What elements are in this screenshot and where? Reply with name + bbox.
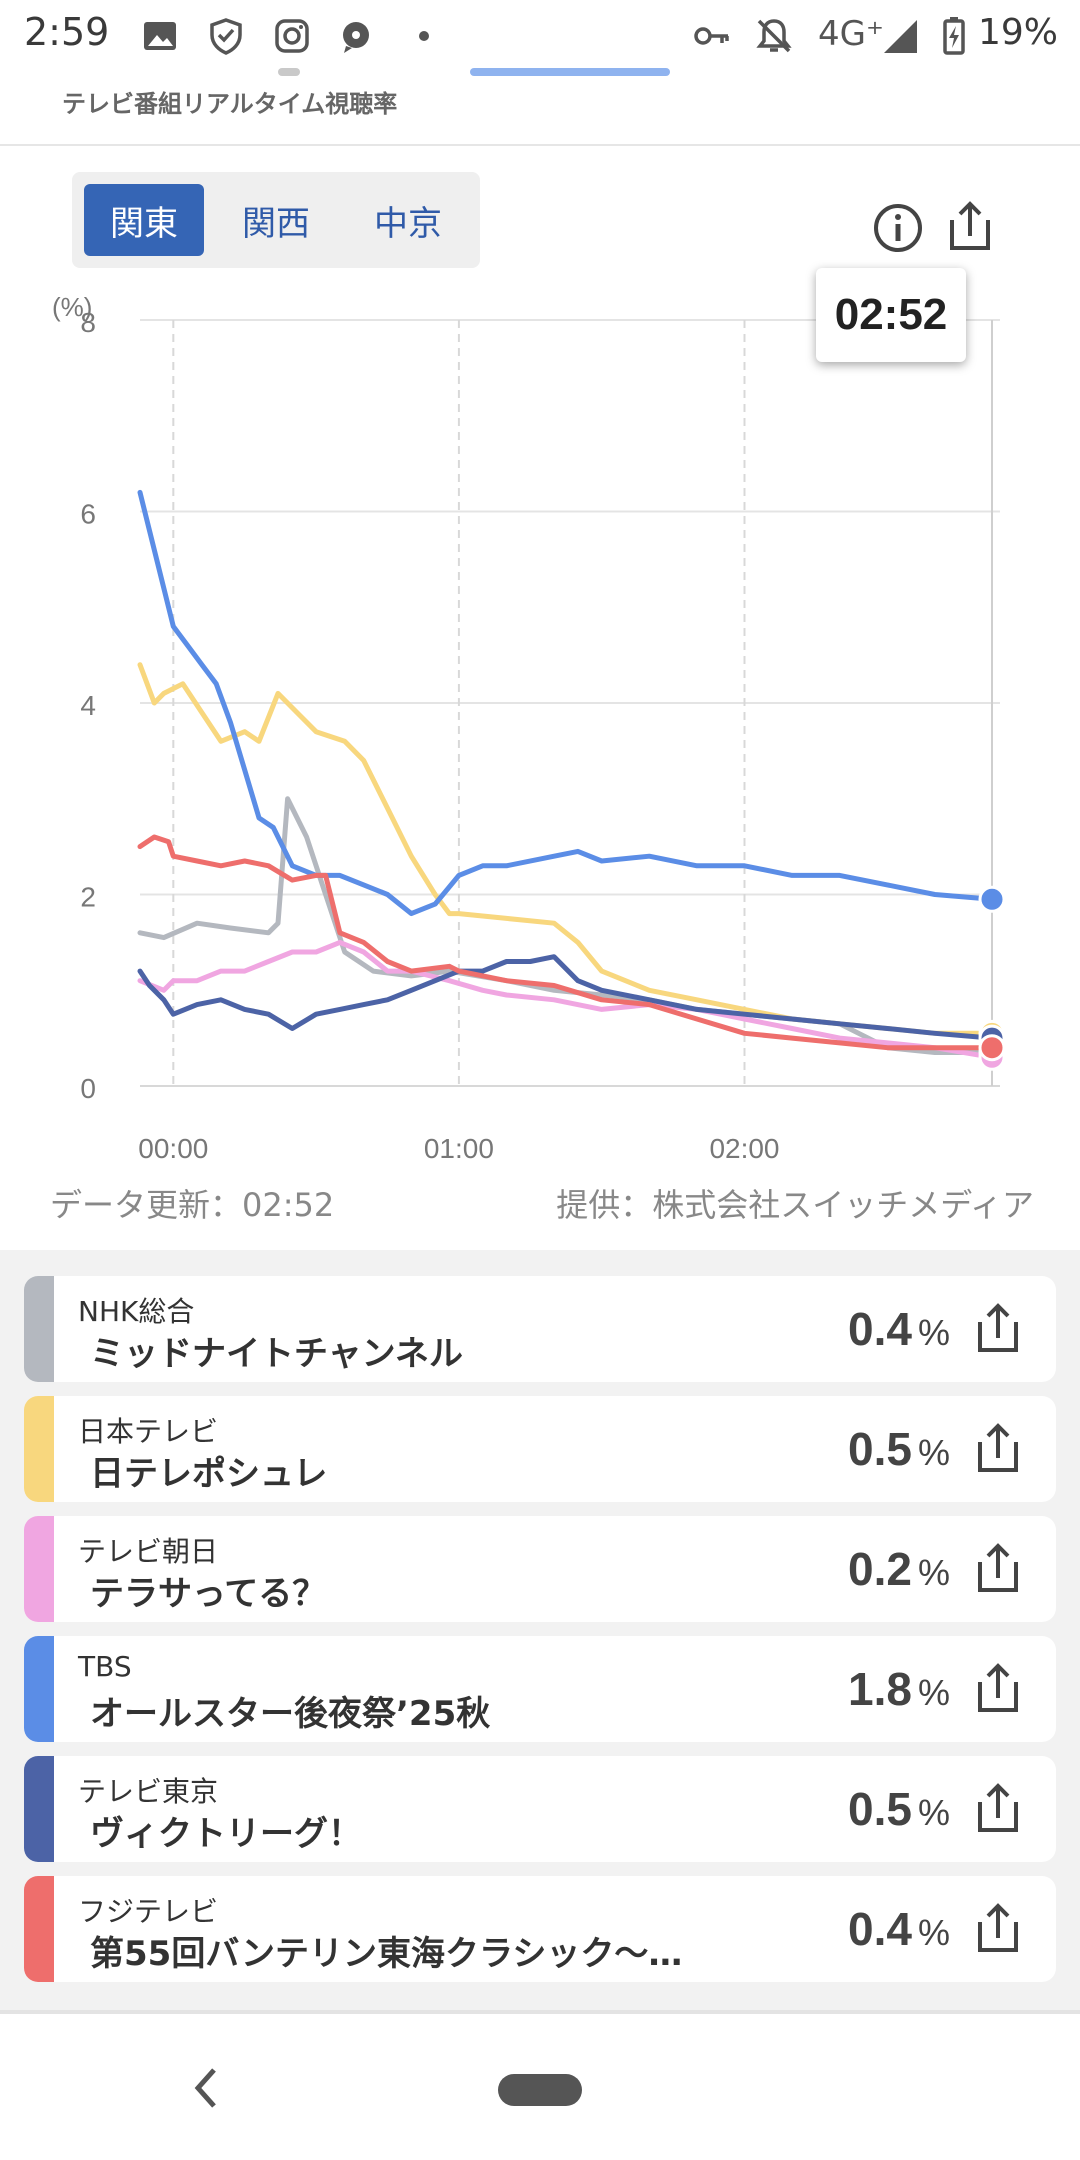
- y-tick-label: 6: [80, 499, 96, 530]
- back-chevron-icon[interactable]: [186, 2058, 226, 2118]
- channel-name: テレビ東京: [78, 1775, 219, 1808]
- y-tick-label: 4: [80, 690, 96, 721]
- status-bar: 2:59 4G⁺ 19%: [0, 0, 1080, 72]
- tab-chukyo[interactable]: 中京: [374, 203, 442, 244]
- program-name: 日テレポシュレ: [90, 1454, 328, 1494]
- rating-value: 0.2%: [848, 1543, 950, 1595]
- battery-charging-icon: [943, 17, 965, 55]
- region-tabs: 関東 関西 中京: [72, 172, 480, 268]
- series-line: [137, 954, 995, 1041]
- notifications-off-icon: [756, 19, 792, 53]
- share-icon[interactable]: [970, 1660, 1026, 1716]
- channel-color-stripe: [24, 1276, 54, 1382]
- channel-name: TBS: [78, 1650, 132, 1683]
- chat-bubble-icon: [343, 22, 369, 53]
- channel-list: NHK総合 ミッドナイトチャンネル 0.4% 日本テレビ 日テレポシュレ 0.5…: [0, 1250, 1080, 2010]
- channel-color-stripe: [24, 1756, 54, 1862]
- series-line: [137, 489, 995, 917]
- bottom-divider: [0, 2010, 1080, 2014]
- tab-kansai[interactable]: 関西: [242, 203, 310, 244]
- rating-value: 1.8%: [848, 1663, 950, 1715]
- x-tick-label: 02:00: [709, 1133, 779, 1160]
- share-icon[interactable]: [970, 1780, 1026, 1836]
- series-line: [137, 834, 995, 1051]
- header-link-fragment: [470, 68, 670, 76]
- series-end-marker: [978, 885, 1006, 913]
- signal-icon: [884, 20, 917, 53]
- network-type: 4G⁺: [818, 14, 884, 54]
- header-title-fragment: [278, 68, 300, 76]
- channel-name: フジテレビ: [78, 1895, 219, 1928]
- data-provider-label: 提供：株式会社スイッチメディア: [556, 1186, 1034, 1224]
- list-item[interactable]: フジテレビ 第55回バンテリン東海クラシック～… 0.4%: [24, 1876, 1056, 1982]
- list-item[interactable]: テレビ東京 ヴィクトリーグ！ 0.5%: [24, 1756, 1056, 1862]
- channel-color-stripe: [24, 1876, 54, 1982]
- y-axis-label: (%): [52, 292, 92, 322]
- x-tick-label: 01:00: [424, 1133, 494, 1160]
- header-subtitle: テレビ番組リアルタイム視聴率: [62, 90, 398, 118]
- list-item[interactable]: NHK総合 ミッドナイトチャンネル 0.4%: [24, 1276, 1056, 1382]
- share-icon[interactable]: [942, 198, 998, 254]
- dot-icon: [419, 31, 429, 41]
- battery-percent: 19%: [978, 12, 1059, 53]
- program-name: テラサってる？: [90, 1574, 327, 1614]
- info-icon[interactable]: [870, 200, 926, 256]
- instagram-icon: [275, 19, 309, 53]
- rating-value: 0.5%: [848, 1423, 950, 1475]
- rating-value: 0.5%: [848, 1783, 950, 1835]
- home-pill[interactable]: [498, 2074, 582, 2106]
- image-icon: [144, 22, 176, 50]
- rating-value: 0.4%: [848, 1903, 950, 1955]
- program-name: 第55回バンテリン東海クラシック～…: [90, 1934, 683, 1974]
- x-tick-label: 00:00: [138, 1133, 208, 1160]
- chart-tooltip: 02:52: [816, 268, 966, 362]
- rating-value: 0.4%: [848, 1303, 950, 1355]
- program-name: ヴィクトリーグ！: [90, 1814, 362, 1854]
- y-tick-label: 8: [80, 307, 96, 338]
- system-nav-bar: [0, 2014, 1080, 2160]
- vpn-key-icon: [694, 27, 729, 45]
- app-header: テレビ番組リアルタイム視聴率: [0, 68, 1080, 144]
- status-time: 2:59: [24, 10, 110, 54]
- shield-icon: [210, 18, 242, 55]
- list-item[interactable]: 日本テレビ 日テレポシュレ 0.5%: [24, 1396, 1056, 1502]
- channel-color-stripe: [24, 1516, 54, 1622]
- channel-name: 日本テレビ: [78, 1415, 219, 1448]
- program-name: オールスター後夜祭’25秋: [90, 1694, 491, 1734]
- y-tick-label: 2: [80, 882, 96, 913]
- series-line: [137, 662, 995, 1036]
- ratings-chart[interactable]: 8 6 4 2 0 (%) 00:00 01:00 02:00: [0, 260, 1080, 1160]
- list-item[interactable]: TBS オールスター後夜祭’25秋 1.8%: [24, 1636, 1056, 1742]
- share-icon[interactable]: [970, 1420, 1026, 1476]
- series-line: [137, 939, 995, 1060]
- channel-name: テレビ朝日: [78, 1535, 219, 1568]
- tab-kanto[interactable]: 関東: [84, 184, 204, 256]
- header-divider: [0, 144, 1080, 146]
- share-icon[interactable]: [970, 1900, 1026, 1956]
- y-tick-label: 0: [80, 1073, 96, 1104]
- channel-color-stripe: [24, 1396, 54, 1502]
- program-name: ミッドナイトチャンネル: [90, 1334, 463, 1374]
- share-icon[interactable]: [970, 1300, 1026, 1356]
- list-item[interactable]: テレビ朝日 テラサってる？ 0.2%: [24, 1516, 1056, 1622]
- data-updated-label: データ更新：02:52: [50, 1186, 335, 1224]
- share-icon[interactable]: [970, 1540, 1026, 1596]
- channel-name: NHK総合: [78, 1295, 195, 1328]
- series-end-marker: [978, 1034, 1006, 1062]
- channel-color-stripe: [24, 1636, 54, 1742]
